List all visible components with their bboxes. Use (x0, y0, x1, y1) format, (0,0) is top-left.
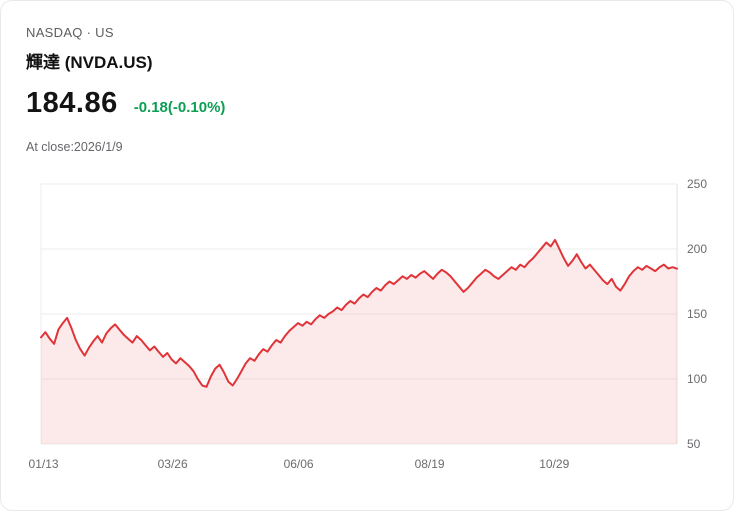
stock-name: 輝達 (NVDA.US) (26, 53, 153, 72)
y-axis-label: 100 (687, 372, 708, 386)
x-axis-label: 01/13 (28, 457, 59, 471)
y-axis-label: 250 (687, 177, 708, 191)
price-row: 184.86 -0.18(-0.10%) (26, 87, 225, 120)
y-axis-label: 50 (687, 437, 701, 451)
x-axis-label: 03/26 (157, 457, 188, 471)
as-of-timestamp: At close:2026/1/9 (26, 140, 123, 154)
exchange-line: NASDAQ · US (26, 25, 114, 40)
price-chart: 250 200 150 100 50 01/13 03/26 06/06 08/19 10/29 (1, 176, 733, 486)
y-axis-label: 150 (687, 307, 708, 321)
x-axis-label: 06/06 (283, 457, 314, 471)
last-price: 184.86 (26, 87, 118, 119)
price-chart-canvas (40, 183, 678, 445)
price-change: -0.18(-0.10%) (133, 99, 226, 116)
y-axis-label: 200 (687, 242, 708, 256)
x-axis-label: 10/29 (539, 457, 570, 471)
x-axis-label: 08/19 (414, 457, 445, 471)
